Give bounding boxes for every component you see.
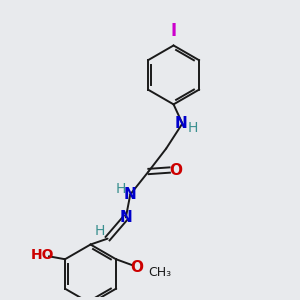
Text: H: H (116, 182, 126, 196)
Text: O: O (130, 260, 143, 275)
Text: N: N (124, 187, 136, 202)
Text: N: N (175, 116, 187, 131)
Text: H: H (94, 224, 104, 238)
Text: CH₃: CH₃ (148, 266, 172, 279)
Text: O: O (170, 163, 183, 178)
Text: H: H (188, 121, 198, 135)
Text: I: I (170, 22, 177, 40)
Text: HO: HO (30, 248, 54, 262)
Text: N: N (119, 210, 132, 225)
